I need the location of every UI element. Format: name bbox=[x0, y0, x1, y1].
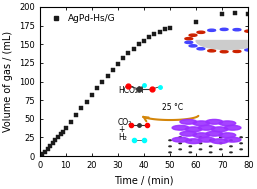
Circle shape bbox=[211, 127, 228, 132]
Circle shape bbox=[220, 149, 222, 150]
Circle shape bbox=[220, 28, 228, 30]
Circle shape bbox=[224, 137, 241, 142]
Circle shape bbox=[233, 29, 241, 31]
Circle shape bbox=[179, 149, 181, 150]
Circle shape bbox=[185, 38, 193, 40]
Circle shape bbox=[240, 143, 242, 144]
Circle shape bbox=[193, 133, 210, 138]
Text: +: + bbox=[118, 125, 124, 134]
Circle shape bbox=[169, 146, 171, 147]
Circle shape bbox=[199, 143, 202, 144]
Circle shape bbox=[189, 146, 191, 147]
Circle shape bbox=[172, 125, 189, 130]
Circle shape bbox=[245, 30, 253, 32]
Circle shape bbox=[169, 140, 171, 141]
Circle shape bbox=[219, 133, 236, 138]
Circle shape bbox=[180, 131, 197, 136]
Circle shape bbox=[224, 125, 241, 130]
Circle shape bbox=[254, 33, 257, 35]
Circle shape bbox=[185, 127, 202, 132]
Circle shape bbox=[193, 121, 210, 126]
Circle shape bbox=[198, 125, 215, 130]
Circle shape bbox=[208, 29, 216, 31]
Circle shape bbox=[197, 48, 205, 50]
Circle shape bbox=[197, 31, 205, 33]
Circle shape bbox=[185, 41, 193, 43]
Circle shape bbox=[220, 143, 222, 144]
Circle shape bbox=[179, 143, 181, 144]
Circle shape bbox=[220, 50, 228, 53]
Circle shape bbox=[199, 149, 202, 150]
Circle shape bbox=[198, 137, 215, 142]
Circle shape bbox=[189, 45, 197, 47]
Circle shape bbox=[233, 50, 241, 53]
Circle shape bbox=[240, 137, 242, 138]
Circle shape bbox=[245, 49, 253, 51]
Circle shape bbox=[230, 146, 232, 147]
Circle shape bbox=[211, 139, 228, 144]
Text: 25 °C: 25 °C bbox=[162, 103, 183, 112]
Circle shape bbox=[179, 137, 181, 138]
Circle shape bbox=[209, 140, 212, 141]
Circle shape bbox=[254, 46, 257, 49]
Circle shape bbox=[172, 137, 189, 142]
Circle shape bbox=[189, 34, 197, 36]
Circle shape bbox=[250, 146, 252, 147]
Text: CO₂: CO₂ bbox=[118, 118, 132, 127]
Wedge shape bbox=[196, 40, 257, 50]
Circle shape bbox=[209, 152, 212, 153]
Circle shape bbox=[180, 119, 197, 124]
Circle shape bbox=[230, 152, 232, 153]
Circle shape bbox=[250, 140, 252, 141]
X-axis label: Time / (min): Time / (min) bbox=[114, 176, 174, 186]
Circle shape bbox=[206, 119, 223, 124]
Circle shape bbox=[206, 131, 223, 136]
Legend: AgPd-Hs/G: AgPd-Hs/G bbox=[44, 12, 118, 26]
Circle shape bbox=[185, 139, 202, 144]
Circle shape bbox=[209, 146, 212, 147]
Circle shape bbox=[240, 149, 242, 150]
Circle shape bbox=[230, 140, 232, 141]
Circle shape bbox=[199, 137, 202, 138]
Y-axis label: Volume of gas / (mL): Volume of gas / (mL) bbox=[4, 31, 13, 132]
Circle shape bbox=[196, 32, 257, 50]
Circle shape bbox=[250, 152, 252, 153]
Circle shape bbox=[169, 152, 171, 153]
Circle shape bbox=[219, 121, 236, 126]
Circle shape bbox=[189, 140, 191, 141]
Circle shape bbox=[189, 152, 191, 153]
Text: H₂: H₂ bbox=[118, 133, 127, 142]
Circle shape bbox=[208, 50, 216, 52]
Circle shape bbox=[220, 137, 222, 138]
Text: HCO₂H: HCO₂H bbox=[118, 86, 144, 95]
